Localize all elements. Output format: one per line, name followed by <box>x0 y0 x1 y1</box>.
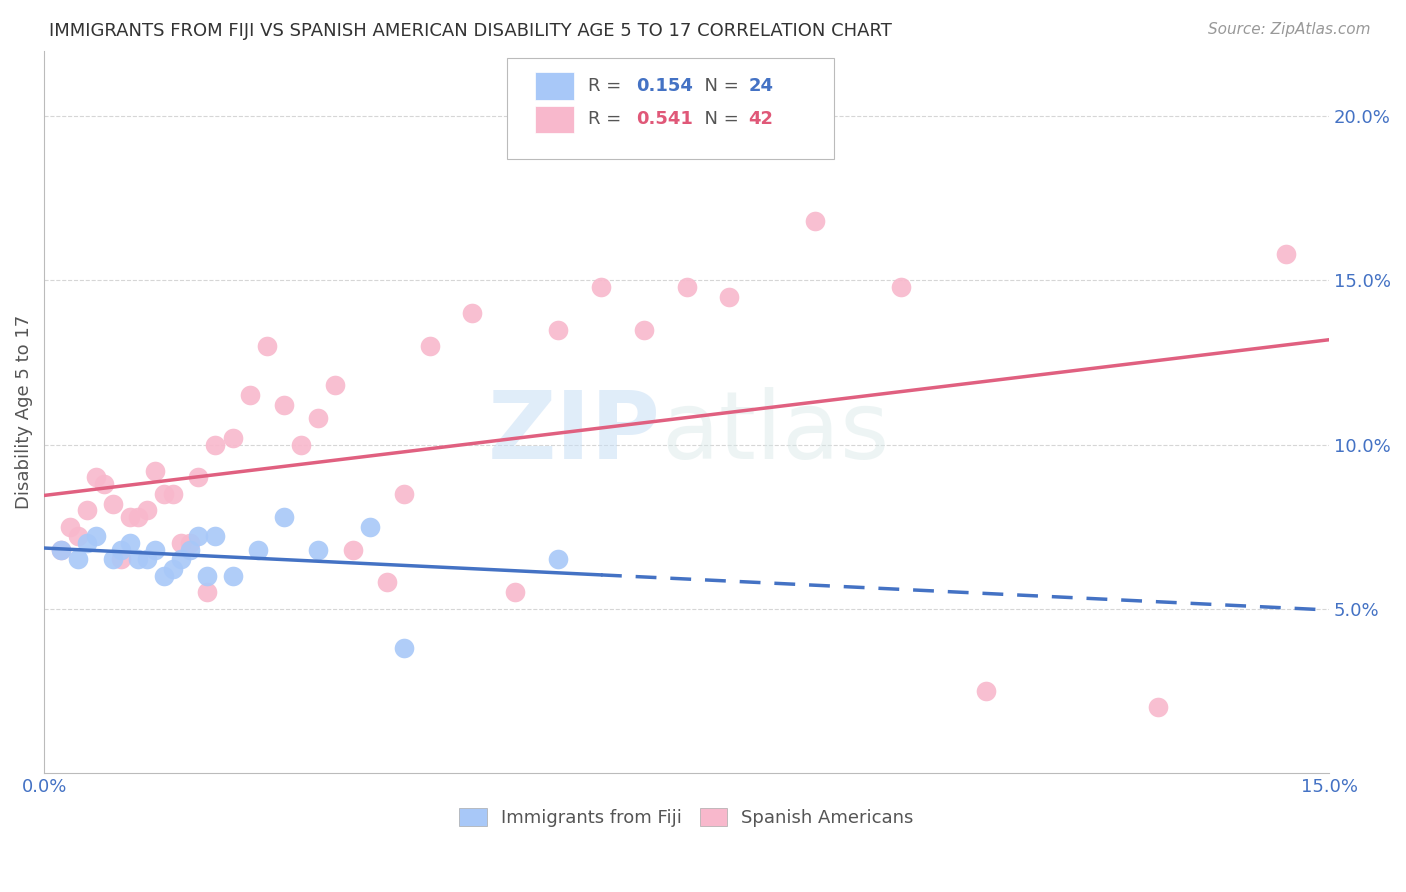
Point <box>118 536 141 550</box>
Point <box>145 464 167 478</box>
Point <box>59 519 82 533</box>
Point <box>135 503 157 517</box>
Point <box>101 552 124 566</box>
Point <box>392 487 415 501</box>
Point <box>179 536 201 550</box>
Text: ZIP: ZIP <box>488 387 661 479</box>
Point <box>67 552 90 566</box>
Y-axis label: Disability Age 5 to 17: Disability Age 5 to 17 <box>15 315 32 508</box>
Point <box>633 323 655 337</box>
Point <box>976 683 998 698</box>
Point <box>84 470 107 484</box>
Point <box>195 585 218 599</box>
Point <box>503 585 526 599</box>
Point <box>51 542 73 557</box>
FancyBboxPatch shape <box>506 58 834 159</box>
Point <box>118 509 141 524</box>
Point <box>307 542 329 557</box>
Point <box>221 431 243 445</box>
Text: 42: 42 <box>748 111 773 128</box>
Text: IMMIGRANTS FROM FIJI VS SPANISH AMERICAN DISABILITY AGE 5 TO 17 CORRELATION CHAR: IMMIGRANTS FROM FIJI VS SPANISH AMERICAN… <box>49 22 891 40</box>
Point <box>1275 247 1298 261</box>
Point <box>375 575 398 590</box>
Text: Source: ZipAtlas.com: Source: ZipAtlas.com <box>1208 22 1371 37</box>
Point <box>179 542 201 557</box>
Point <box>359 519 381 533</box>
Point <box>325 378 347 392</box>
Legend: Immigrants from Fiji, Spanish Americans: Immigrants from Fiji, Spanish Americans <box>450 798 922 836</box>
Point <box>804 214 827 228</box>
Point <box>675 280 697 294</box>
Point <box>76 503 98 517</box>
Point <box>170 552 193 566</box>
Point <box>145 542 167 557</box>
Point <box>392 640 415 655</box>
Point <box>204 437 226 451</box>
Point <box>93 477 115 491</box>
Point <box>76 536 98 550</box>
Point <box>153 569 176 583</box>
Point <box>547 552 569 566</box>
Text: 24: 24 <box>748 77 773 95</box>
Point <box>127 552 149 566</box>
FancyBboxPatch shape <box>536 72 574 100</box>
Point <box>247 542 270 557</box>
Point <box>890 280 912 294</box>
Point <box>162 562 184 576</box>
Point <box>187 529 209 543</box>
Point <box>589 280 612 294</box>
Point <box>204 529 226 543</box>
Point <box>273 398 295 412</box>
Text: 0.541: 0.541 <box>637 111 693 128</box>
Point <box>84 529 107 543</box>
Point <box>718 290 741 304</box>
Point <box>127 509 149 524</box>
Point <box>419 339 441 353</box>
Point <box>342 542 364 557</box>
Point <box>461 306 484 320</box>
Point <box>195 569 218 583</box>
Text: R =: R = <box>588 111 627 128</box>
Point <box>101 497 124 511</box>
Point <box>110 552 132 566</box>
FancyBboxPatch shape <box>536 105 574 133</box>
Point <box>256 339 278 353</box>
Point <box>1146 700 1168 714</box>
Text: N =: N = <box>693 111 745 128</box>
Text: atlas: atlas <box>661 387 889 479</box>
Point <box>110 542 132 557</box>
Point <box>273 509 295 524</box>
Point <box>290 437 312 451</box>
Text: N =: N = <box>693 77 745 95</box>
Text: 0.154: 0.154 <box>637 77 693 95</box>
Point <box>187 470 209 484</box>
Point <box>135 552 157 566</box>
Text: R =: R = <box>588 77 627 95</box>
Point <box>170 536 193 550</box>
Point <box>547 323 569 337</box>
Point <box>67 529 90 543</box>
Point <box>239 388 262 402</box>
Point <box>162 487 184 501</box>
Point <box>51 542 73 557</box>
Point <box>221 569 243 583</box>
Point <box>307 411 329 425</box>
Point <box>153 487 176 501</box>
